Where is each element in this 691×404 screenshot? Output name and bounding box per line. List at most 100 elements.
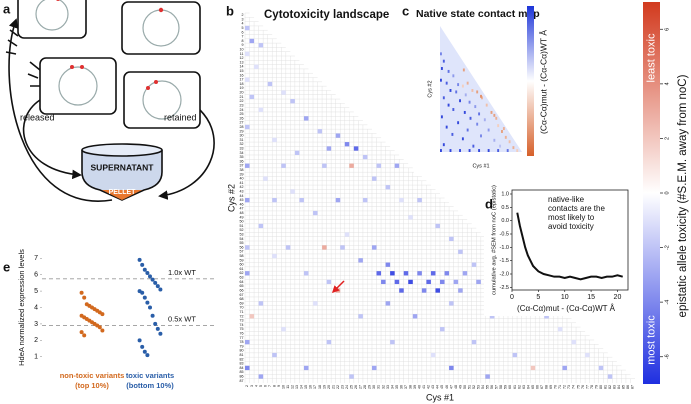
plot-frame <box>511 189 629 291</box>
y-tick-label: 28 <box>240 125 244 129</box>
highlight-arrow <box>331 280 345 294</box>
heatmap-cell <box>607 374 613 379</box>
y-tick-label: 14 <box>240 65 244 69</box>
y-tick-label: 9 <box>242 43 244 47</box>
heatmap-cell <box>294 150 300 155</box>
heatmap-cell <box>440 327 445 332</box>
x-tick-label: 15 <box>587 294 595 301</box>
colorbar-label: least toxic <box>645 33 657 82</box>
x-tick-label: 48 <box>454 385 458 389</box>
y-tick-label: 2 <box>242 13 244 17</box>
x-tick-label: 15 <box>304 385 308 389</box>
y-tick-label: 78 <box>240 340 244 344</box>
x-tick-label: 19 <box>322 385 326 389</box>
cys-dot <box>80 65 84 69</box>
y-tick-label: 10 <box>240 48 244 52</box>
y-tick-label: 41 <box>240 181 244 185</box>
heatmap-cell <box>349 163 354 168</box>
y-axis-label: Cys #2 <box>226 184 236 212</box>
colorbar-tick-label: -6 <box>664 354 670 359</box>
heatmap-cell <box>471 339 477 345</box>
heatmap-cell <box>490 110 493 114</box>
y-tick-label: 2 <box>34 337 38 344</box>
heatmap-cell <box>455 90 458 94</box>
cys-dot <box>146 86 150 90</box>
data-point <box>142 349 147 354</box>
heatmap-cell <box>272 198 277 203</box>
heatmap-cell <box>290 99 295 104</box>
y-tick-label: 70 <box>240 306 244 310</box>
x-tick-label: 2 <box>245 385 249 387</box>
x-tick-label: 75 <box>576 385 580 389</box>
data-point <box>145 300 150 305</box>
y-tick-label: 72 <box>240 314 244 318</box>
heatmap-cell <box>476 122 479 126</box>
x-tick-label: 8 <box>272 385 276 387</box>
heatmap-cell <box>447 103 450 107</box>
y-tick-label: 6 <box>34 272 38 279</box>
heatmap-cell <box>281 163 286 168</box>
x-tick-label: 40 <box>418 385 422 389</box>
x-tick-label: 31 <box>377 385 381 389</box>
x-tick-label: 42 <box>427 385 431 389</box>
y-tick-label: 56 <box>240 245 244 249</box>
x-tick-label: 86 <box>626 385 630 389</box>
x-tick-label: 43 <box>431 385 435 389</box>
heatmap-cell <box>504 135 507 139</box>
data-point <box>140 262 145 267</box>
x-tick-label: 64 <box>526 385 530 389</box>
y-tick-label: 1 <box>34 354 38 361</box>
heatmap-cell <box>249 38 255 44</box>
y-tick-label: 39 <box>240 172 244 176</box>
x-tick-label: 65 <box>531 385 535 389</box>
heatmap-cell <box>421 288 427 293</box>
heatmap-cell <box>390 271 395 276</box>
marks: 2 3 4 5 6 7 8 9 10 11 12 13 14 15 16 17 18 19 20 21 22 23 24 25… <box>17 2 689 402</box>
heatmap-cell <box>362 198 368 203</box>
y-tick-label: 7 <box>242 35 244 39</box>
y-tick-label: -0.5 <box>500 231 509 237</box>
heatmap-cell <box>459 99 461 103</box>
heatmap-cell <box>453 279 459 285</box>
heatmap-cell <box>557 327 563 332</box>
x-tick-label: 36 <box>399 385 403 389</box>
heatmap-cell <box>322 245 327 250</box>
x-tick-label: 25 <box>350 385 354 389</box>
inset-background <box>484 180 634 316</box>
heatmap-cell <box>544 314 549 319</box>
y-tick-label: 0.0 <box>501 218 509 224</box>
y-tick-label: 63 <box>240 276 244 280</box>
pellet <box>102 190 142 200</box>
y-tick-label: 37 <box>240 164 244 168</box>
heatmap-cell <box>598 365 604 371</box>
y-tick-label: 31 <box>240 138 244 142</box>
x-tick-label: 17 <box>313 385 317 389</box>
y-tick-label: 55 <box>240 241 244 245</box>
plasmid <box>142 80 182 120</box>
annotation: contacts are the <box>548 204 605 213</box>
heatmap-cell <box>249 94 255 100</box>
x-tick-label: 30 <box>372 385 376 389</box>
y-tick-label: 73 <box>240 319 244 323</box>
heatmap-cell <box>451 132 454 136</box>
panel-label: c <box>402 3 409 18</box>
y-tick-label: -2.0 <box>500 271 509 277</box>
heatmap-cell <box>449 149 452 152</box>
heatmap-cell <box>476 279 481 285</box>
heatmap-cell <box>245 271 250 276</box>
y-tick-label: 59 <box>240 258 244 262</box>
x-tick-label: 20 <box>614 294 622 301</box>
plasmid <box>58 66 98 106</box>
arrow <box>8 18 113 202</box>
y-axis-label: Cys #2 <box>427 80 433 97</box>
y-tick-label: 23 <box>240 103 244 107</box>
reference-label: 0.5x WT <box>168 315 196 324</box>
colorbar-title: epistatic allele toxicity (#S.E.M. away … <box>677 74 689 317</box>
heatmap-cell <box>303 271 309 276</box>
panel-label: b <box>226 3 234 18</box>
x-tick-label: 44 <box>436 385 440 389</box>
data-point <box>158 287 163 292</box>
heatmap-cell <box>263 176 268 181</box>
category-label: toxic variants <box>126 371 174 380</box>
heatmap-cell <box>245 25 250 31</box>
